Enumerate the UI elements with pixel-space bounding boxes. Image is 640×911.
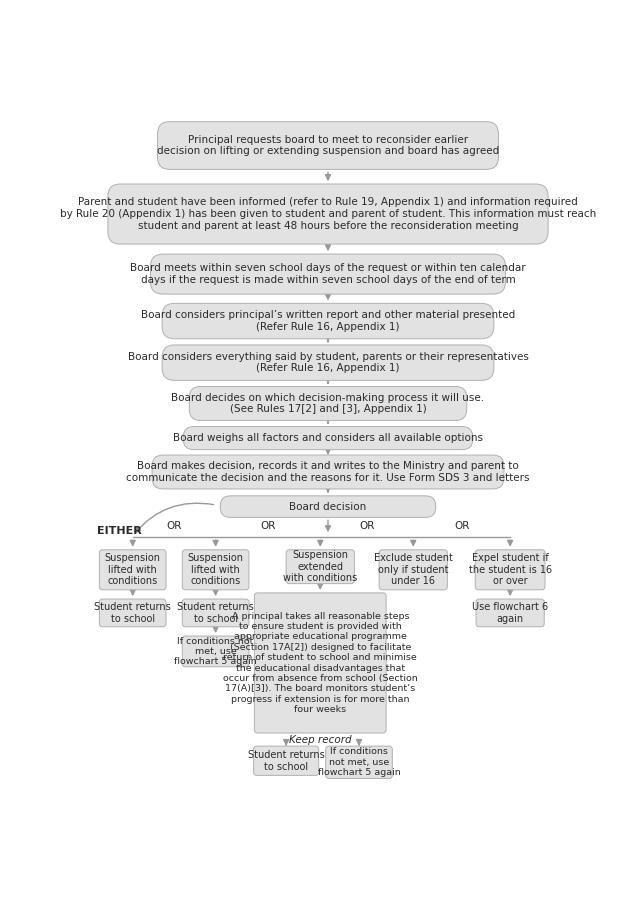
Text: Keep record: Keep record (289, 735, 351, 745)
Text: If conditions
not met, use
flowchart 5 again: If conditions not met, use flowchart 5 a… (317, 747, 401, 777)
FancyBboxPatch shape (182, 549, 249, 589)
Text: Exclude student
only if student
under 16: Exclude student only if student under 16 (374, 553, 452, 587)
Text: Suspension
extended
with conditions: Suspension extended with conditions (283, 550, 357, 583)
Text: Student returns
to school: Student returns to school (94, 602, 171, 624)
FancyBboxPatch shape (150, 254, 506, 294)
FancyBboxPatch shape (189, 386, 467, 420)
Text: Student returns
to school: Student returns to school (248, 750, 324, 772)
FancyBboxPatch shape (476, 599, 544, 627)
Text: Board weighs all factors and considers all available options: Board weighs all factors and considers a… (173, 433, 483, 443)
FancyBboxPatch shape (220, 496, 436, 517)
FancyBboxPatch shape (152, 456, 504, 489)
FancyBboxPatch shape (379, 549, 447, 589)
FancyBboxPatch shape (99, 599, 166, 627)
Text: Student returns
to school: Student returns to school (177, 602, 254, 624)
Text: Suspension
lifted with
conditions: Suspension lifted with conditions (188, 553, 244, 587)
FancyBboxPatch shape (162, 345, 494, 381)
FancyBboxPatch shape (183, 426, 473, 450)
FancyBboxPatch shape (157, 122, 499, 169)
FancyBboxPatch shape (254, 593, 386, 733)
Text: Principal requests board to meet to reconsider earlier
decision on lifting or ex: Principal requests board to meet to reco… (157, 135, 499, 157)
Text: OR: OR (166, 521, 182, 531)
Text: Board makes decision, records it and writes to the Ministry and parent to
commun: Board makes decision, records it and wri… (126, 461, 530, 483)
FancyBboxPatch shape (326, 746, 392, 779)
Text: Board considers everything said by student, parents or their representatives
(Re: Board considers everything said by stude… (127, 352, 529, 374)
FancyBboxPatch shape (476, 549, 545, 589)
Text: Board decides on which decision-making process it will use.
(See Rules 17[2] and: Board decides on which decision-making p… (172, 393, 484, 415)
Text: OR: OR (359, 521, 374, 531)
Text: Board considers principal’s written report and other material presented
(Refer R: Board considers principal’s written repo… (141, 311, 515, 332)
FancyBboxPatch shape (162, 303, 494, 339)
FancyBboxPatch shape (253, 746, 319, 775)
Text: Use flowchart 6
again: Use flowchart 6 again (472, 602, 548, 624)
Text: Parent and student have been informed (refer to Rule 19, Appendix 1) and informa: Parent and student have been informed (r… (60, 198, 596, 230)
Text: If conditions not
met, use
flowchart 5 again: If conditions not met, use flowchart 5 a… (174, 637, 257, 666)
Text: OR: OR (454, 521, 469, 531)
FancyBboxPatch shape (99, 549, 166, 589)
Text: OR: OR (260, 521, 276, 531)
Text: Suspension
lifted with
conditions: Suspension lifted with conditions (105, 553, 161, 587)
FancyBboxPatch shape (182, 636, 249, 667)
FancyBboxPatch shape (182, 599, 249, 627)
Text: Board decision: Board decision (289, 502, 367, 512)
Text: Board meets within seven school days of the request or within ten calendar
days : Board meets within seven school days of … (130, 263, 526, 285)
FancyBboxPatch shape (108, 184, 548, 244)
Text: EITHER: EITHER (97, 527, 142, 537)
Text: A principal takes all reasonable steps
to ensure student is provided with
approp: A principal takes all reasonable steps t… (223, 611, 418, 714)
Text: Expel student if
the student is 16
or over: Expel student if the student is 16 or ov… (468, 553, 552, 587)
FancyBboxPatch shape (286, 549, 355, 584)
